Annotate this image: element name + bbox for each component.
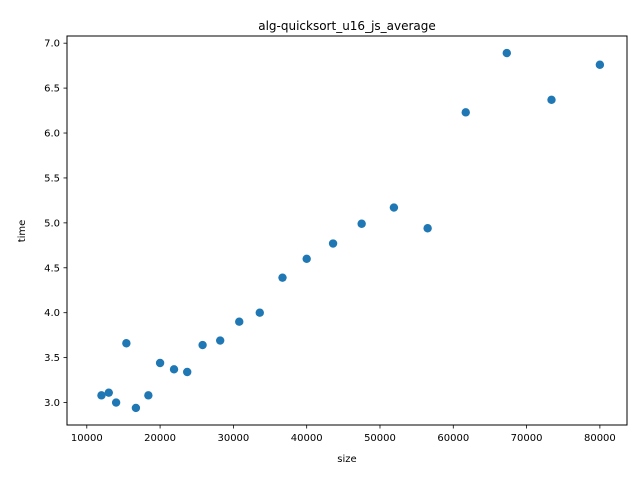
x-tick-label: 20000: [144, 433, 176, 444]
x-tick-label: 10000: [71, 433, 103, 444]
data-point: [215, 336, 225, 345]
data-point: [461, 108, 470, 117]
data-point: [389, 203, 399, 212]
data-point: [131, 403, 141, 413]
y-tick-label: 6.5: [44, 84, 60, 95]
data-point: [278, 273, 287, 282]
y-tick-label: 4.0: [44, 308, 60, 319]
x-axis-label: size: [337, 454, 356, 465]
y-axis-ticks: 3.0 3.5 4.0 4.5 5.0 5.5 6.0 6.5 7.0: [44, 39, 67, 409]
y-tick-label: 3.5: [44, 353, 60, 364]
data-point: [547, 95, 556, 104]
data-point: [357, 219, 366, 228]
data-point: [502, 48, 511, 58]
y-tick-label: 6.0: [44, 129, 60, 140]
x-tick-label: 40000: [291, 433, 323, 444]
x-tick-label: 80000: [584, 433, 616, 444]
x-tick-label: 60000: [437, 433, 469, 444]
y-tick-label: 3.0: [44, 398, 60, 409]
plot-area: 10000 20000 30000 40000 50000 60000 70000 80000…: [44, 35, 628, 444]
x-tick-label: 30000: [217, 433, 249, 444]
data-point: [183, 367, 192, 377]
data-point: [169, 365, 179, 374]
data-point: [111, 398, 121, 407]
data-point: [328, 239, 338, 248]
data-point: [595, 60, 605, 69]
data-point: [122, 339, 131, 348]
data-point: [255, 308, 264, 317]
chart-title: alg-quicksort_u16_js_average: [258, 19, 436, 33]
x-tick-label: 70000: [511, 433, 543, 444]
data-points: [97, 48, 605, 413]
y-axis-label: time: [17, 220, 28, 243]
y-tick-label: 7.0: [44, 39, 60, 50]
data-point: [155, 358, 165, 368]
y-tick-label: 5.0: [44, 218, 60, 229]
data-point: [423, 224, 432, 233]
y-tick-label: 5.5: [44, 173, 60, 184]
data-point: [97, 391, 106, 400]
plot-frame: [66, 35, 628, 426]
data-point: [104, 388, 113, 397]
data-point: [144, 391, 153, 400]
x-tick-label: 50000: [364, 433, 396, 444]
x-axis-ticks: 10000 20000 30000 40000 50000 60000 70000 80000: [71, 425, 616, 444]
data-point: [235, 317, 244, 326]
data-point: [198, 340, 207, 350]
y-tick-label: 4.5: [44, 263, 60, 274]
data-point: [302, 254, 311, 263]
